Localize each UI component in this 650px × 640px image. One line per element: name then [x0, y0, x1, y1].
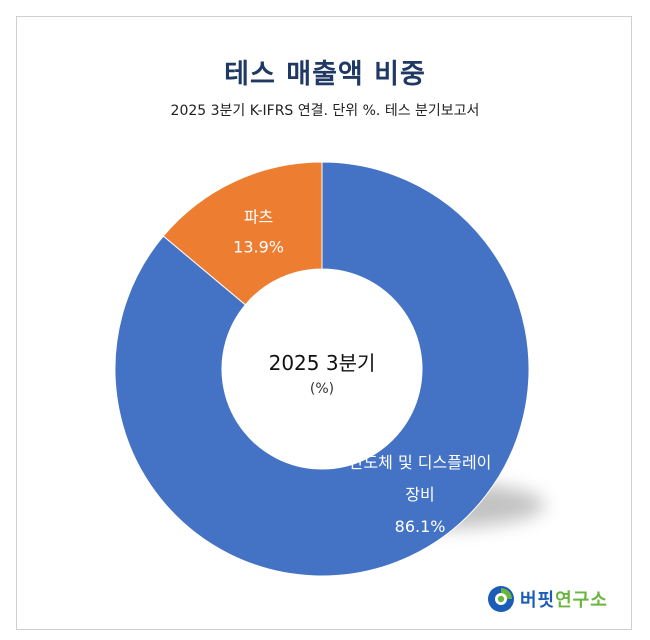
- donut-slice-0: [114, 161, 530, 577]
- center-label: 2025 3분기: [269, 351, 376, 375]
- center-unit: (%): [310, 381, 334, 397]
- slice-value-label-0: 86.1%: [395, 517, 446, 536]
- slice-name-label-0: 장비: [405, 485, 434, 504]
- logo-text-part1: 버핏: [520, 590, 556, 611]
- chart-title: 테스 매출액 비중: [224, 59, 426, 90]
- donut-slice-1: [162, 161, 323, 306]
- slice-name-label-1: 파츠: [244, 208, 273, 227]
- logo-swirl-icon: [488, 586, 514, 612]
- buffett-lab-logo: 버핏연구소: [486, 583, 608, 615]
- logo-text: 버핏연구소: [520, 586, 608, 612]
- chart-subtitle: 2025 3분기 K-IFRS 연결. 단위 %. 테스 분기보고서: [170, 103, 480, 119]
- slice-value-label-1: 13.9%: [233, 238, 284, 257]
- slice-name-label-0: 반도체 및 디스플레이: [349, 453, 492, 472]
- logo-text-part2: 연구소: [555, 590, 608, 611]
- donut-slices: [114, 161, 530, 577]
